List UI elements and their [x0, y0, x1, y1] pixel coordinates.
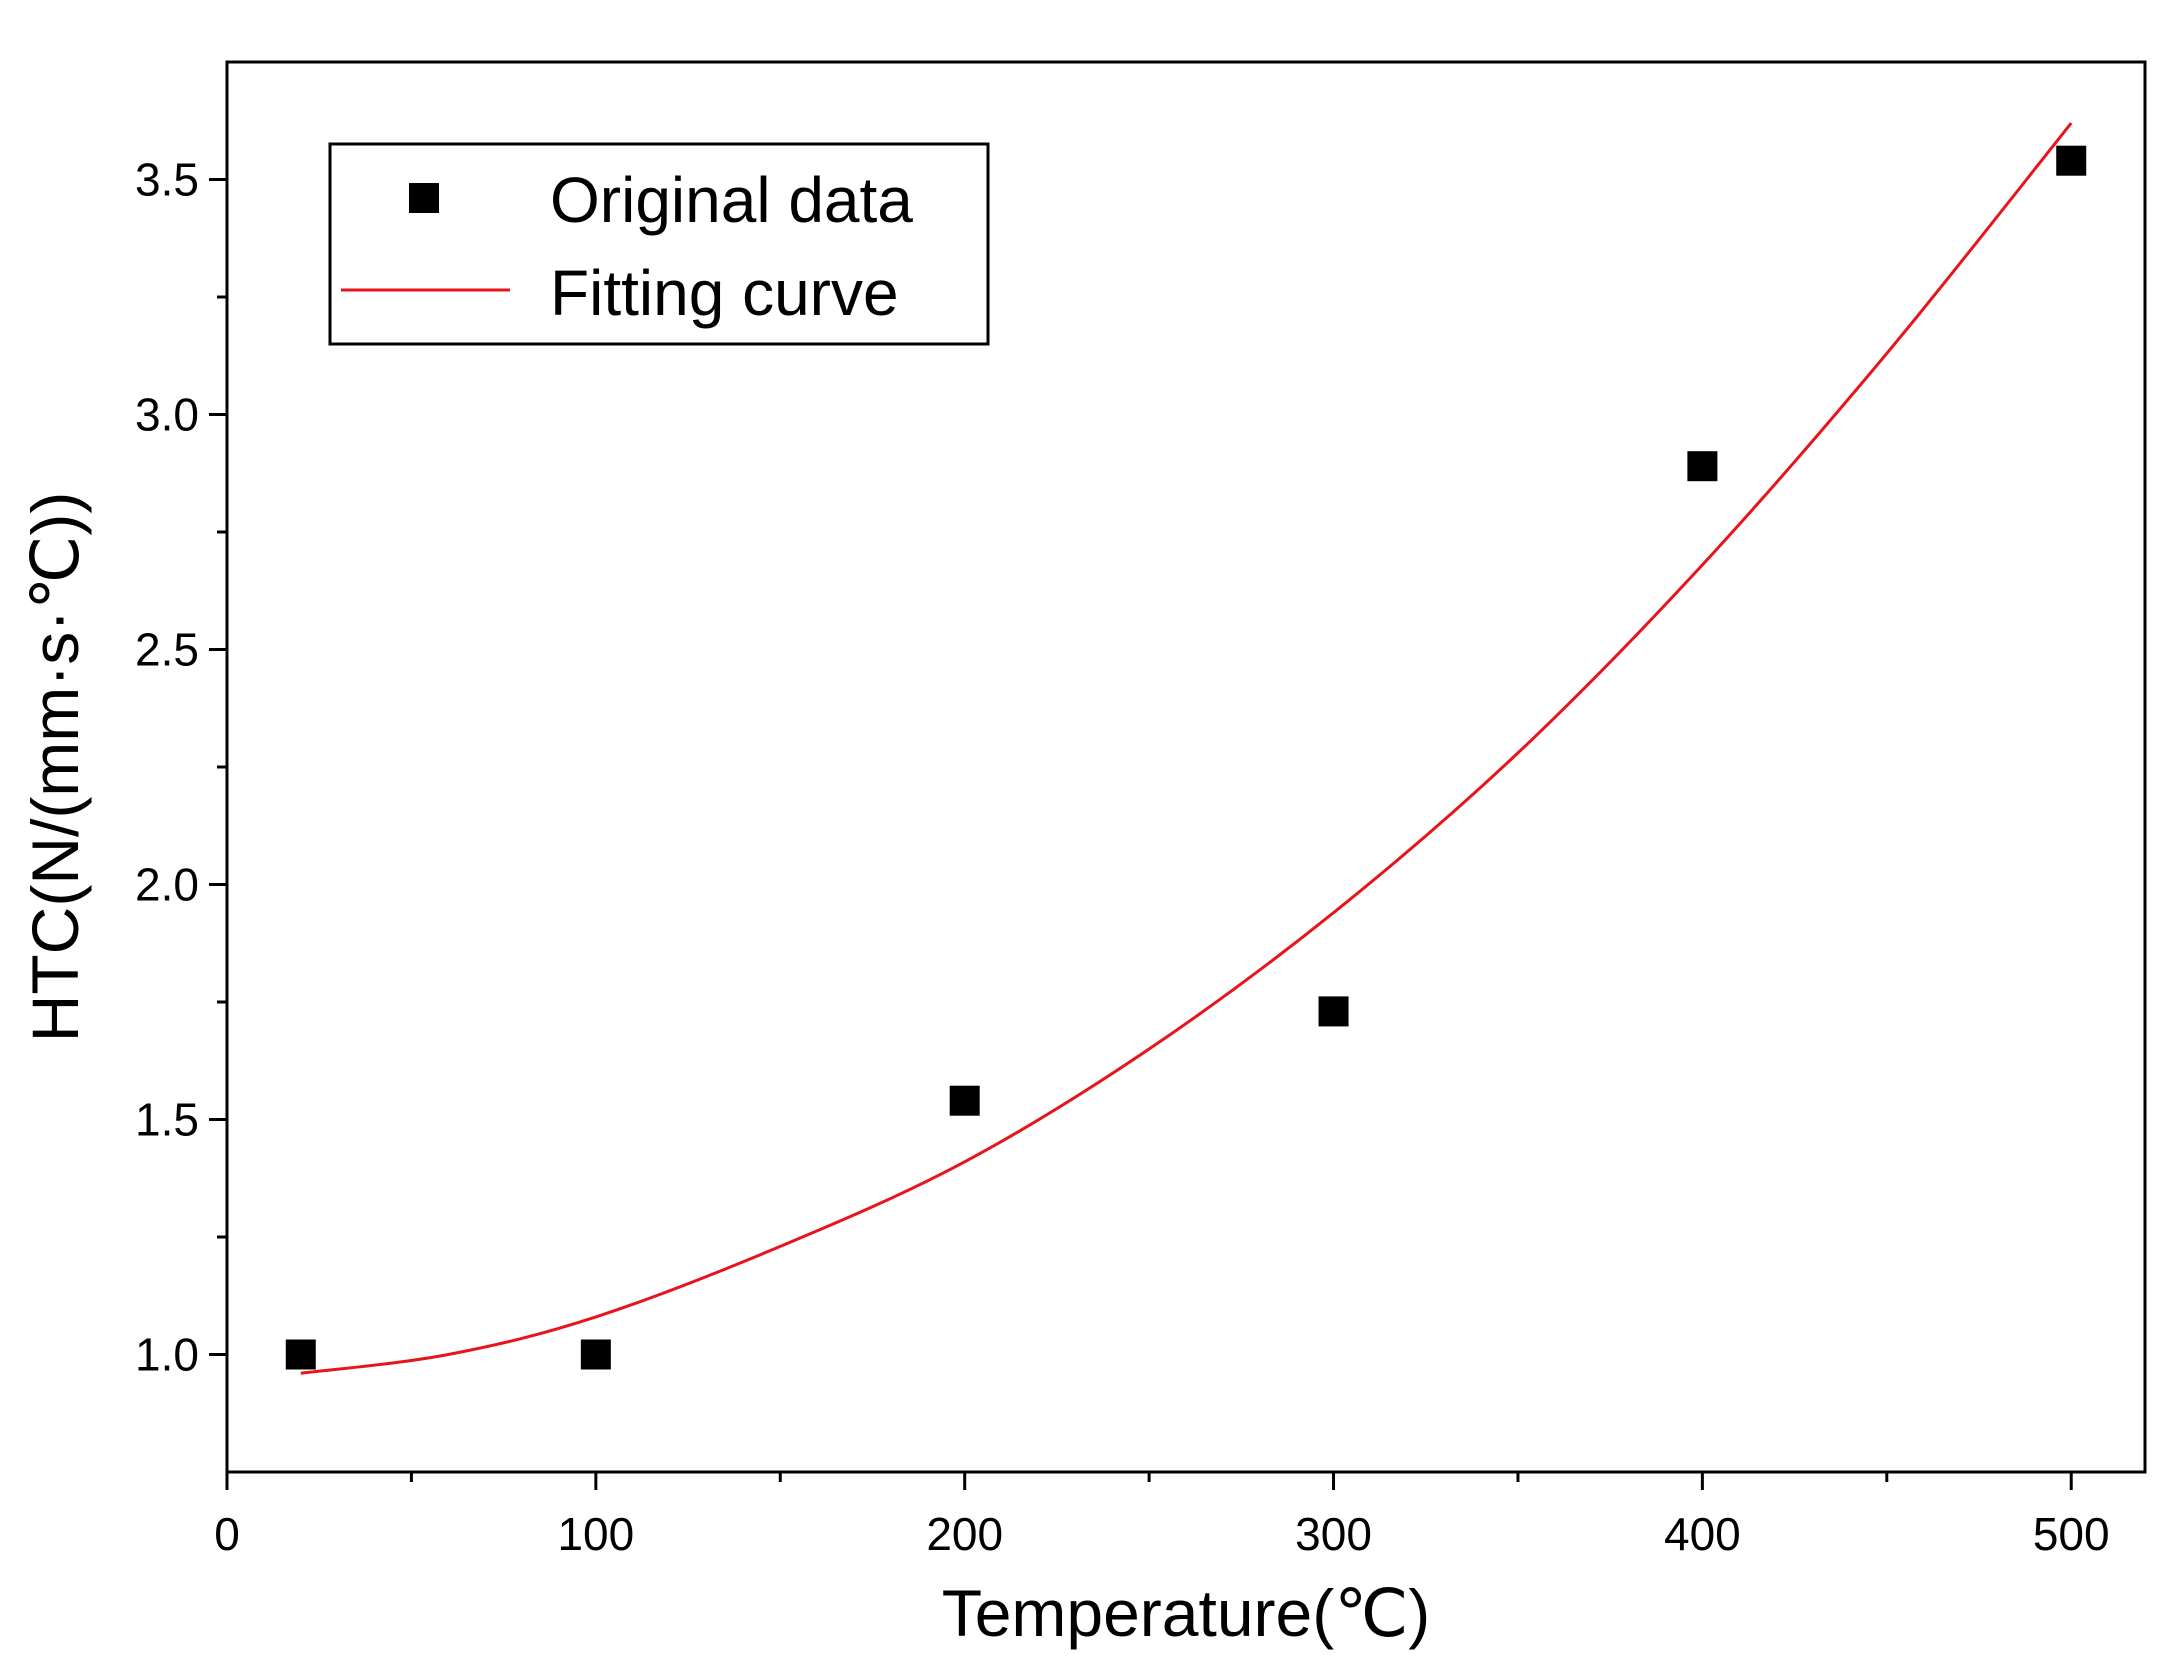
legend-label-original-data: Original data	[550, 164, 913, 236]
y-tick-label: 2.5	[135, 624, 199, 676]
legend-box	[328, 142, 990, 346]
original-data-point	[1687, 451, 1718, 482]
y-tick-label: 2.0	[135, 859, 199, 911]
y-tick-label: 3.0	[135, 389, 199, 441]
legend: Original data Fitting curve	[328, 142, 990, 346]
legend-label-fitting-curve: Fitting curve	[550, 257, 899, 329]
original-data-point	[580, 1339, 611, 1370]
y-axis-title: HTC(N/(mm·s·℃))	[18, 492, 92, 1043]
x-tick-label: 100	[557, 1508, 634, 1560]
x-axis-title: Temperature(℃)	[942, 1576, 1431, 1650]
y-tick-label: 3.5	[135, 154, 199, 206]
series-layer	[285, 122, 2087, 1375]
fitting-curve-line	[300, 122, 2073, 1375]
x-axis-ticks: 0 100 200 300 400 500	[214, 1472, 2110, 1560]
y-tick-label: 1.5	[135, 1094, 199, 1146]
y-axis-ticks: 1.0 1.5 2.0 2.5 3.0 3.5	[135, 154, 227, 1381]
original-data-point	[949, 1085, 980, 1116]
x-tick-label: 300	[1295, 1508, 1372, 1560]
original-data-point	[2056, 145, 2087, 176]
original-data-point	[1318, 996, 1349, 1027]
x-tick-label: 0	[214, 1508, 240, 1560]
legend-marker-original-data	[409, 183, 439, 213]
x-tick-label: 200	[926, 1508, 1003, 1560]
y-tick-label: 1.0	[135, 1329, 199, 1381]
x-tick-label: 400	[1664, 1508, 1741, 1560]
x-tick-label: 500	[2033, 1508, 2110, 1560]
original-data-point	[285, 1339, 316, 1370]
